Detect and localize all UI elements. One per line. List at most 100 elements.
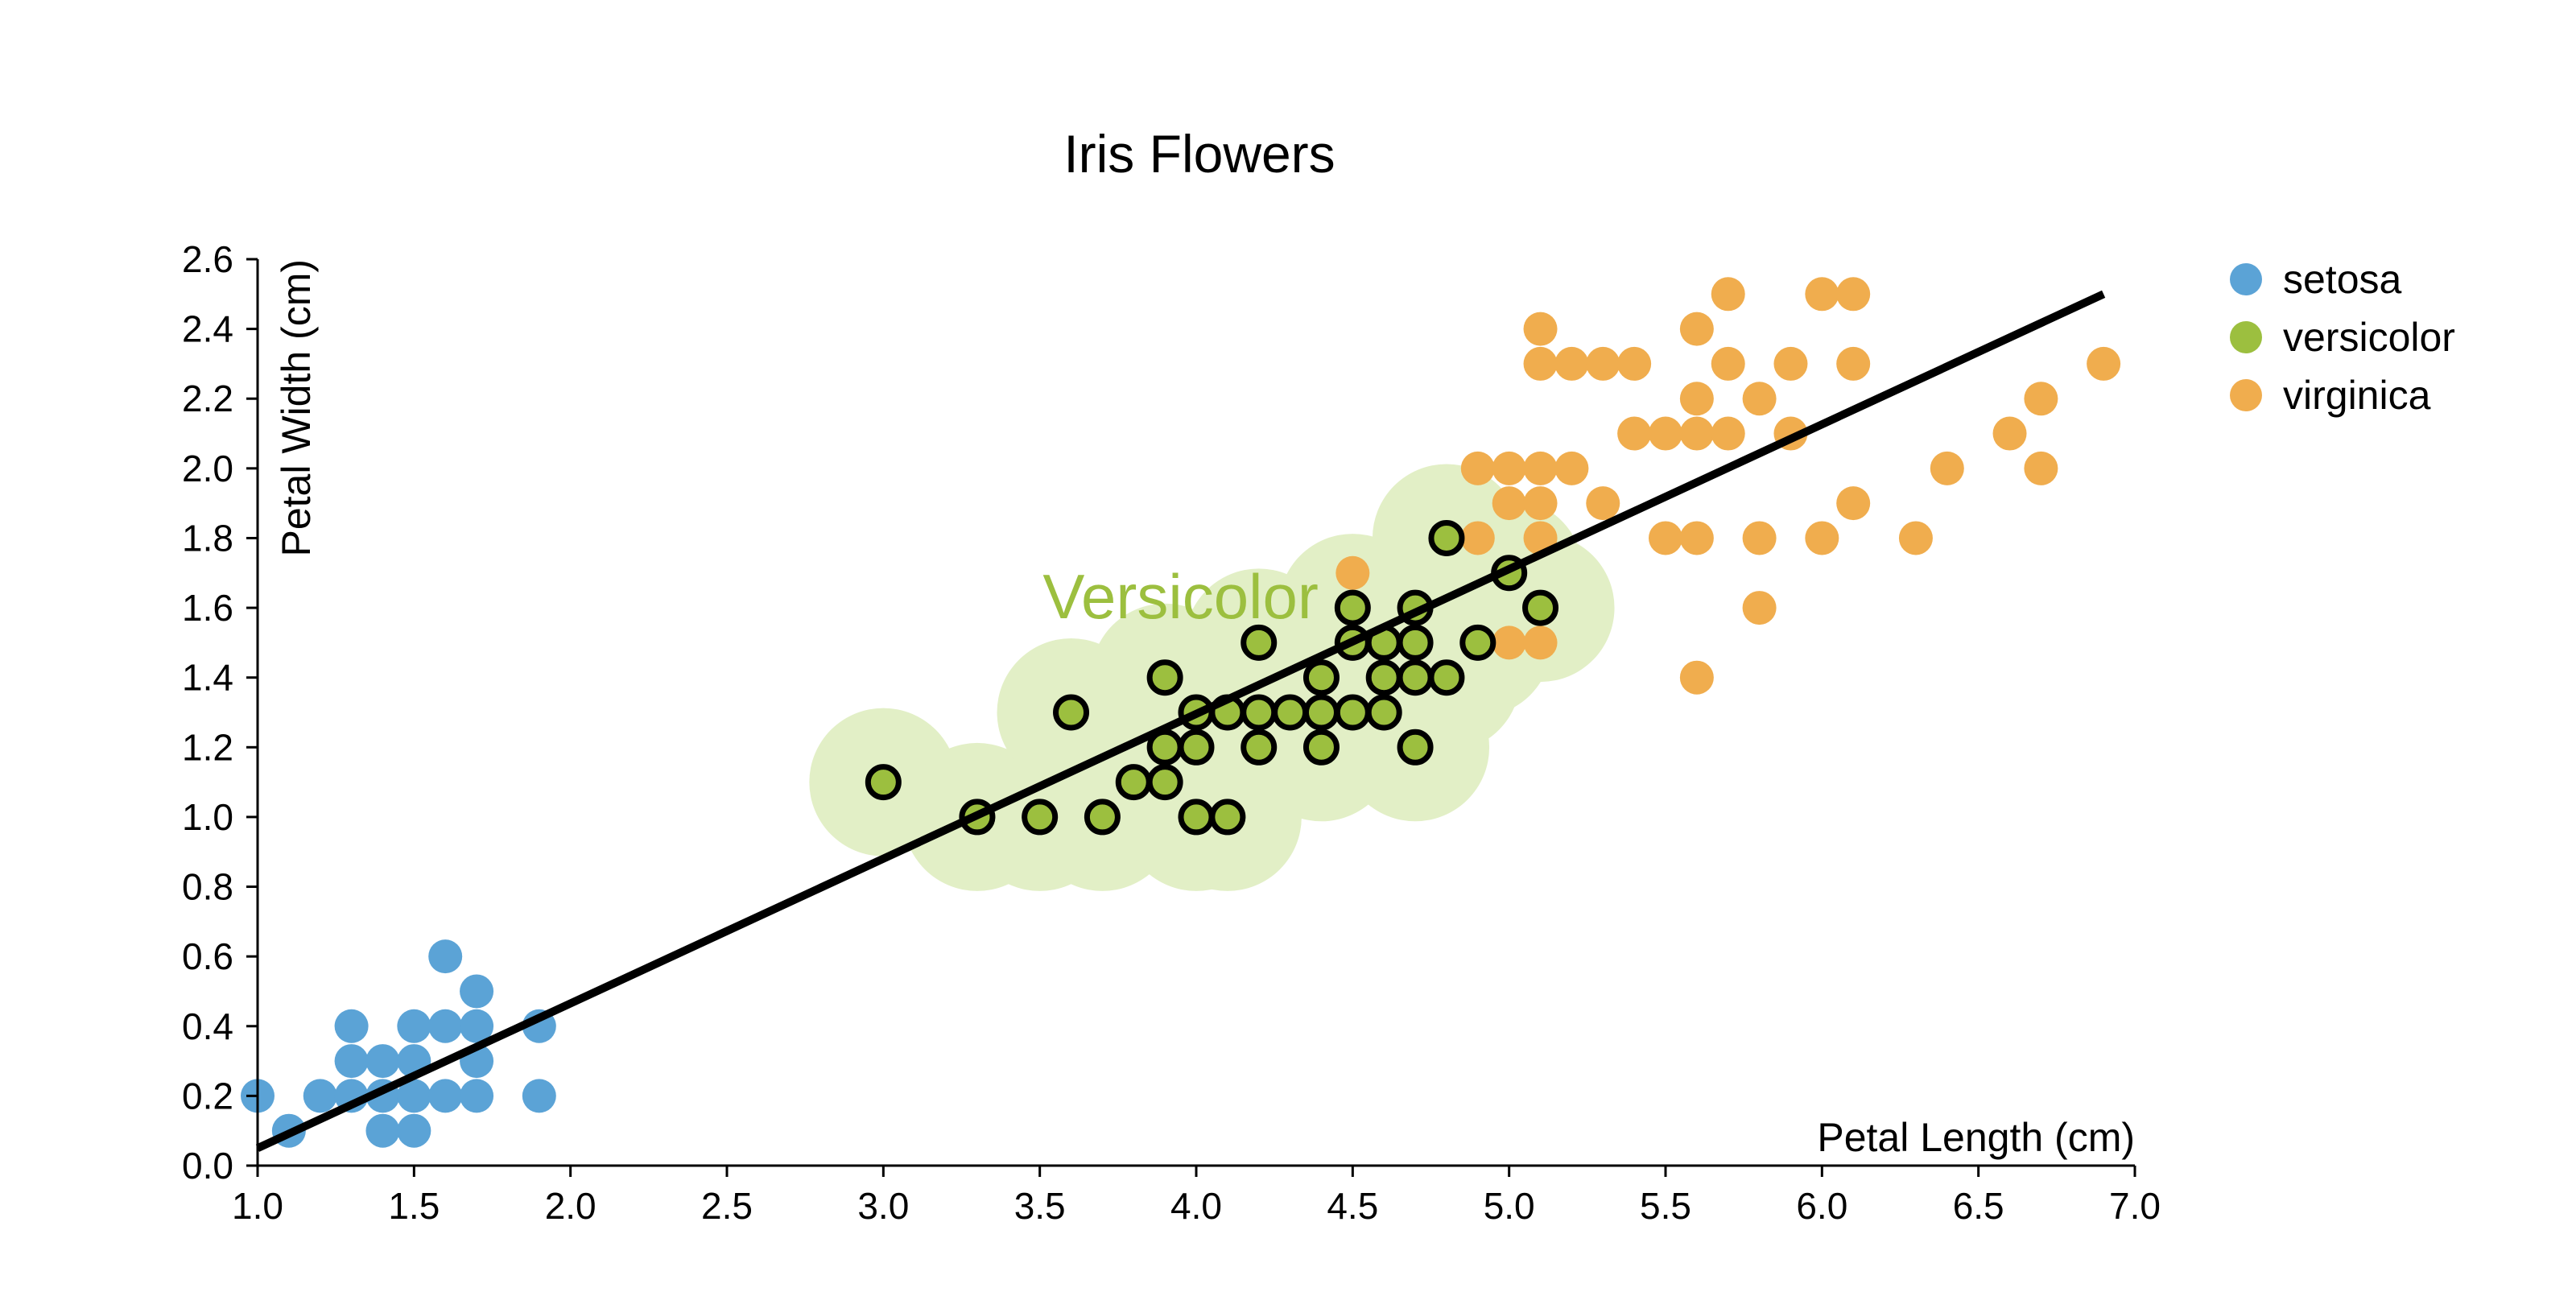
virginica-point-35	[1836, 486, 1871, 521]
virginica-point-20	[1679, 660, 1714, 695]
versicolor-point-20	[1302, 659, 1340, 696]
legend-swatch-versicolor	[2230, 321, 2262, 353]
setosa-point-4	[334, 1044, 369, 1079]
legend-label-versicolor: versicolor	[2283, 315, 2455, 360]
x-tick-label: 3.5	[1014, 1185, 1066, 1227]
virginica-point-28	[1742, 591, 1777, 625]
virginica-point-27	[1711, 277, 1745, 312]
legend-label-setosa: setosa	[2283, 257, 2402, 302]
x-tick-label: 5.5	[1640, 1185, 1691, 1227]
versicolor-annotation: Versicolor	[1042, 561, 1318, 632]
setosa-point-8	[365, 1044, 400, 1079]
versicolor-point-12	[1209, 799, 1246, 836]
x-tick-label: 2.5	[701, 1185, 753, 1227]
x-tick-label: 6.5	[1953, 1185, 2004, 1227]
y-tick-label: 0.6	[182, 935, 233, 977]
legend-swatch-virginica	[2230, 379, 2262, 411]
virginica-point-17	[1617, 346, 1652, 381]
virginica-point-22	[1679, 416, 1714, 451]
virginica-point-11	[1523, 312, 1558, 346]
virginica-point-0	[1335, 555, 1370, 590]
versicolor-point-35	[1522, 589, 1559, 626]
virginica-point-34	[1805, 277, 1839, 312]
axes: 1.0 1.5 2.0 2.5 3.0 3.5 4.0 4.5 5.0 5.5 6.0 6.5 7.0 0…	[182, 238, 2161, 1227]
virginica-point-14	[1586, 486, 1620, 521]
y-tick-label: 2.4	[182, 308, 233, 350]
virginica-point-4	[1492, 486, 1526, 521]
virginica-point-39	[1930, 451, 1964, 485]
chart-title: Iris Flowers	[1063, 124, 1335, 184]
versicolor-point-8	[1146, 659, 1183, 696]
y-tick-label: 1.2	[182, 726, 233, 768]
versicolor-point-29	[1397, 624, 1434, 661]
setosa-point-10	[397, 1079, 431, 1113]
setosa-point-19	[460, 974, 494, 1009]
virginica-point-8	[1523, 486, 1558, 521]
versicolor-point-10	[1178, 729, 1215, 766]
virginica-point-18	[1649, 521, 1682, 555]
versicolor-point-5	[1115, 764, 1152, 801]
y-tick-label: 0.0	[182, 1145, 233, 1187]
y-axis-label: Petal Width (cm)	[274, 259, 319, 557]
virginica-point-3	[1492, 625, 1526, 660]
setosa-point-2	[303, 1079, 337, 1113]
y-tick-label: 2.6	[182, 238, 233, 280]
y-tick-label: 1.8	[182, 517, 233, 559]
virginica-point-40	[1992, 416, 2027, 451]
versicolor-point-0	[865, 764, 902, 801]
x-tick-label: 6.0	[1796, 1185, 1847, 1227]
virginica-point-38	[1898, 521, 1933, 555]
setosa-point-15	[428, 939, 463, 974]
virginica-point-23	[1679, 382, 1714, 416]
virginica-point-2	[1460, 451, 1495, 485]
setosa-point-12	[397, 1009, 431, 1043]
versicolor-point-14	[1241, 729, 1278, 766]
versicolor-point-23	[1334, 589, 1371, 626]
virginica-point-26	[1711, 346, 1745, 381]
x-tick-label: 1.5	[388, 1185, 440, 1227]
virginica-point-42	[2024, 382, 2058, 416]
versicolor-point-19	[1302, 694, 1340, 731]
versicolor-point-15	[1241, 694, 1278, 731]
setosa-point-9	[397, 1113, 431, 1148]
setosa-point-5	[334, 1009, 369, 1043]
virginica-point-1	[1460, 521, 1495, 555]
virginica-point-43	[2087, 346, 2121, 381]
virginica-point-21	[1679, 521, 1714, 555]
virginica-point-24	[1679, 312, 1714, 346]
virginica-point-32	[1773, 346, 1808, 381]
regression-line	[255, 290, 2106, 1152]
y-tick-label: 1.4	[182, 657, 233, 699]
virginica-point-6	[1523, 625, 1558, 660]
versicolor-point-4	[1084, 799, 1121, 836]
setosa-point-18	[460, 1009, 494, 1043]
setosa-point-16	[460, 1079, 494, 1113]
virginica-point-19	[1649, 416, 1682, 451]
virginica-point-12	[1554, 451, 1589, 485]
virginica-point-13	[1554, 346, 1589, 381]
y-tick-label: 1.6	[182, 587, 233, 629]
versicolor-point-27	[1397, 729, 1434, 766]
versicolor-point-28	[1397, 659, 1434, 696]
x-axis-label: Petal Length (cm)	[1817, 1115, 2135, 1160]
y-tick-label: 2.0	[182, 448, 233, 489]
x-tick-label: 4.0	[1170, 1185, 1222, 1227]
virginica-point-15	[1586, 346, 1620, 381]
versicolor-point-16	[1241, 624, 1278, 661]
y-tick-label: 2.2	[182, 378, 233, 419]
x-tick-label: 4.5	[1327, 1185, 1378, 1227]
virginica-point-25	[1711, 416, 1745, 451]
virginica-point-37	[1836, 277, 1871, 312]
data-points	[241, 277, 2121, 1148]
versicolor-point-6	[1146, 764, 1183, 801]
x-tick-label: 7.0	[2109, 1185, 2161, 1227]
setosa-point-13	[428, 1079, 463, 1113]
legend-label-virginica: virginica	[2283, 373, 2431, 418]
versicolor-point-32	[1428, 519, 1465, 556]
x-tick-label: 5.0	[1484, 1185, 1535, 1227]
y-tick-label: 0.2	[182, 1075, 233, 1117]
legend-swatch-setosa	[2230, 263, 2262, 295]
virginica-point-5	[1492, 451, 1526, 485]
